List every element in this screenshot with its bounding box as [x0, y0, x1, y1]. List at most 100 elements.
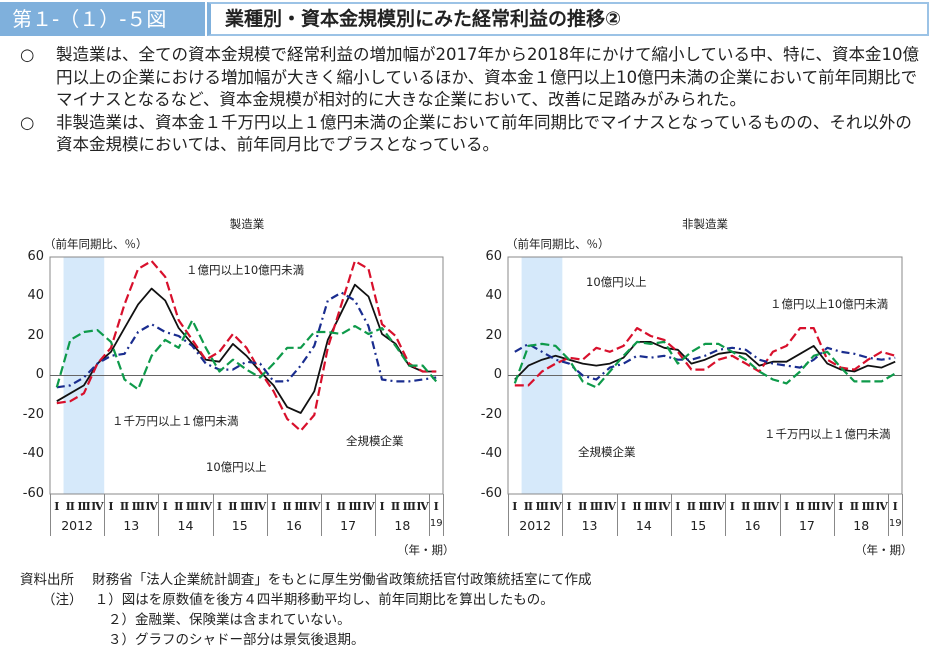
x-year-separator — [562, 494, 564, 536]
chart-title: 製造業 — [229, 217, 265, 231]
y-tick-label: -20 — [480, 407, 502, 422]
y-axis-label: （前年同期比、％） — [44, 237, 148, 251]
x-year-separator — [429, 494, 431, 536]
bullet-text: 製造業は、全ての資本金規模で経常利益の増加幅が2017年から2018年にかけて縮… — [56, 45, 919, 109]
x-quarter-label: Ⅲ — [294, 500, 308, 513]
note-row: ２）金融業、保険業は含まれていない。 — [20, 610, 592, 630]
x-quarter-label: Ⅰ — [783, 500, 790, 513]
x-quarter-label: Ⅲ — [644, 500, 658, 513]
y-tick-label: 60 — [27, 249, 44, 264]
x-quarter-label: Ⅱ — [741, 500, 751, 513]
x-year-separator — [902, 494, 903, 536]
figure-header: 第１-（１）-５図 業種別・資本金規模別にみた経常利益の推移② — [0, 2, 933, 36]
series-line — [56, 283, 437, 414]
x-quarter-label: Ⅲ — [698, 500, 712, 513]
x-year-separator — [725, 494, 727, 536]
x-quarter-label: Ⅰ — [216, 500, 222, 513]
x-year-separator — [50, 494, 51, 536]
x-quarter-label: Ⅰ — [162, 500, 168, 513]
note-label: （注） — [42, 592, 83, 608]
x-quarter-label: Ⅰ — [838, 500, 844, 513]
x-quarter-label: Ⅳ — [712, 500, 725, 513]
annotation-label: １億円以上10億円未満 — [770, 297, 889, 311]
x-year-separator — [779, 494, 781, 536]
x-axis-label: （年・期） — [397, 543, 455, 557]
x-quarter-label: Ⅳ — [821, 500, 834, 513]
x-year-separator — [212, 494, 214, 536]
circle-bullet-icon: ○ — [20, 45, 35, 64]
x-quarter-label: Ⅰ — [54, 500, 60, 513]
chart-title: 非製造業 — [682, 217, 728, 231]
x-year-separator — [834, 494, 836, 536]
source-notes: 資料出所 財務省「法人企業統計調査」をもとに厚生労働省政策統括官付政策統括室にて… — [20, 570, 592, 650]
x-year-label: 19 — [429, 518, 443, 529]
x-quarter-label: Ⅱ — [578, 500, 588, 513]
y-tick-label: 60 — [485, 249, 502, 264]
y-tick-label: -60 — [22, 486, 44, 501]
x-quarter-label: Ⅲ — [807, 500, 821, 513]
note-item: １）図はを原数値を後方４四半期移動平均し、前年同期比を算出したもの。 — [94, 592, 554, 608]
summary-bullets: ○ 製造業は、全ての資本金規模で経常利益の増加幅が2017年から2018年にかけ… — [20, 44, 925, 157]
x-year-label: 14 — [177, 518, 194, 533]
x-quarter-label: Ⅲ — [77, 500, 91, 513]
x-quarter-label: Ⅰ — [108, 500, 114, 513]
x-quarter-label: Ⅱ — [336, 500, 346, 513]
bullet-item: ○ 非製造業は、資本金１千万円以上１億円未満の企業において前年同期比でマイナスと… — [20, 112, 925, 157]
x-year-separator — [443, 494, 444, 536]
x-quarter-label: Ⅰ — [675, 500, 681, 513]
x-quarter-label: Ⅳ — [145, 500, 158, 513]
x-year-separator — [321, 494, 323, 536]
series-line — [514, 342, 896, 381]
y-axis-label: （前年同期比、％） — [506, 237, 610, 251]
source-row: 資料出所 財務省「法人企業統計調査」をもとに厚生労働省政策統括官付政策統括室にて… — [20, 570, 592, 590]
x-quarter-label: Ⅱ — [174, 500, 184, 513]
x-quarter-label: Ⅰ — [729, 500, 735, 513]
x-quarter-label: Ⅲ — [535, 500, 549, 513]
note-item: ３）グラフのシャドー部分は景気後退期。 — [108, 632, 365, 648]
x-year-separator — [616, 494, 618, 536]
x-year-separator — [888, 494, 890, 536]
plot-area — [49, 256, 444, 495]
y-tick-label: 20 — [27, 328, 44, 343]
x-quarter-label: Ⅰ — [379, 500, 385, 513]
x-quarter-label: Ⅲ — [240, 500, 254, 513]
x-quarter-label: Ⅰ — [271, 500, 277, 513]
y-tick-label: 40 — [485, 288, 502, 303]
x-quarter-label: Ⅱ — [282, 500, 292, 513]
bullet-item: ○ 製造業は、全ての資本金規模で経常利益の増加幅が2017年から2018年にかけ… — [20, 44, 925, 112]
annotation-label: １億円以上10億円未満 — [186, 263, 305, 277]
x-quarter-label: Ⅰ — [433, 500, 439, 513]
x-year-label: 15 — [690, 518, 707, 533]
y-tick-label: -60 — [480, 486, 502, 501]
x-year-separator — [508, 494, 509, 536]
series-line — [56, 259, 437, 432]
figure-number: 第１-（１）-５図 — [0, 2, 205, 36]
x-quarter-label: Ⅲ — [752, 500, 767, 513]
x-quarter-label: Ⅳ — [308, 500, 321, 513]
x-quarter-label: Ⅰ — [512, 500, 518, 513]
series-line — [513, 340, 896, 389]
note-row: ３）グラフのシャドー部分は景気後退期。 — [20, 630, 592, 650]
x-year-separator — [158, 494, 160, 536]
x-quarter-label: Ⅱ — [632, 500, 642, 513]
x-quarter-label: Ⅲ — [402, 500, 417, 513]
plot-area — [507, 256, 903, 495]
y-tick-label: 0 — [493, 367, 502, 382]
x-quarter-label: Ⅲ — [185, 500, 200, 513]
x-quarter-label: Ⅳ — [766, 500, 780, 513]
x-year-label: 13 — [123, 518, 140, 533]
x-quarter-label: Ⅱ — [849, 500, 860, 513]
x-quarter-label: Ⅱ — [228, 500, 238, 513]
x-quarter-label: Ⅳ — [657, 500, 671, 513]
x-year-separator — [266, 494, 268, 536]
source-label: 資料出所 — [20, 572, 74, 588]
annotation-label: １千万円以上１億円未満 — [764, 427, 891, 441]
x-year-label: 17 — [798, 518, 815, 533]
x-year-label: 2012 — [61, 518, 93, 533]
x-quarter-label: Ⅰ — [620, 500, 627, 513]
y-tick-label: -40 — [22, 446, 44, 461]
annotation-label: 10億円以上 — [586, 275, 647, 289]
x-quarter-label: Ⅳ — [603, 500, 617, 513]
x-quarter-label: Ⅳ — [416, 500, 429, 513]
y-tick-label: 0 — [35, 367, 44, 382]
